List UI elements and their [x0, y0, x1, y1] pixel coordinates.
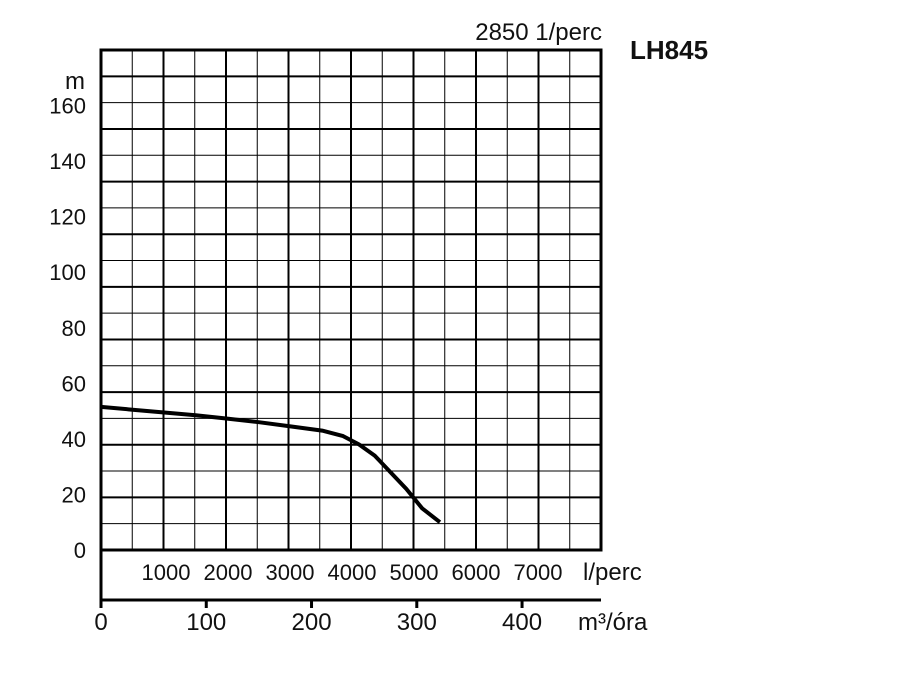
- y-tick-label: 40: [62, 427, 86, 452]
- x-tick-label: 200: [292, 609, 332, 636]
- head-curve: [100, 404, 442, 524]
- x-tick-label: 100: [186, 609, 226, 636]
- y-tick-label: 20: [62, 482, 86, 507]
- flow-tick-label: 1000: [142, 560, 191, 585]
- x-tick-label: 400: [502, 609, 542, 636]
- flow-tick-label: 4000: [328, 560, 377, 585]
- flow-tick-label: 3000: [266, 560, 315, 585]
- chart-title: LH845: [630, 35, 708, 65]
- y-axis-label: m: [65, 68, 85, 95]
- x-axis-label: m³/óra: [578, 609, 648, 636]
- y-tick-label: 80: [62, 316, 86, 341]
- y-tick-label: 100: [49, 260, 86, 285]
- curve-layer: [100, 404, 442, 524]
- x-tick-label: 0: [94, 609, 107, 636]
- flow-tick-label: 7000: [514, 560, 563, 585]
- y-tick-label: 120: [49, 205, 86, 230]
- y-tick-label: 0: [74, 538, 86, 563]
- chart-frame: [99, 48, 603, 608]
- y-tick-label: 60: [62, 371, 86, 396]
- plot-border: [99, 48, 603, 552]
- chart-subtitle: 2850 1/perc: [475, 19, 602, 46]
- grid: [101, 50, 601, 550]
- y-tick-label: 140: [49, 149, 86, 174]
- flow-tick-label: 6000: [452, 560, 501, 585]
- y-tick-label: 160: [49, 94, 86, 119]
- flow-tick-label: 2000: [204, 560, 253, 585]
- flow-axis-label: l/perc: [583, 559, 642, 586]
- x-tick-label: 300: [397, 609, 437, 636]
- flow-tick-label: 5000: [390, 560, 439, 585]
